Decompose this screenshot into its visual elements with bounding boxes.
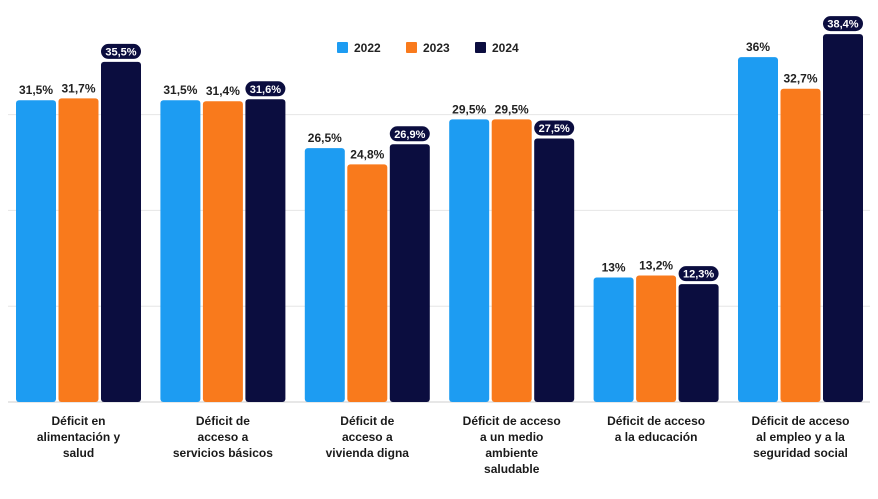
value-label: 38,4% bbox=[827, 19, 858, 31]
value-label: 13% bbox=[602, 260, 626, 274]
bar-2024 bbox=[678, 284, 719, 402]
legend-swatch-2023 bbox=[406, 42, 417, 53]
bar-2023 bbox=[780, 88, 821, 402]
category-label: Déficit en bbox=[51, 414, 105, 428]
value-label: 29,5% bbox=[452, 102, 486, 116]
category-label: al empleo y a la bbox=[756, 430, 845, 444]
legend-swatch-2024 bbox=[475, 42, 486, 53]
bar-2023 bbox=[491, 119, 532, 402]
bar-2022 bbox=[449, 119, 490, 402]
category-label: Déficit de acceso bbox=[751, 414, 849, 428]
value-badge bbox=[101, 43, 141, 59]
value-label: 26,9% bbox=[394, 129, 425, 141]
legend-label-2023: 2023 bbox=[423, 41, 450, 55]
legend-label-2024: 2024 bbox=[492, 41, 519, 55]
value-label: 31,6% bbox=[250, 84, 281, 96]
bar-2024 bbox=[823, 34, 863, 403]
value-label: 24,8% bbox=[350, 147, 384, 161]
bar-2022 bbox=[160, 100, 201, 402]
category-label: alimentación y bbox=[37, 430, 121, 444]
category-label: a un medio bbox=[480, 430, 543, 444]
bar-2024 bbox=[534, 138, 575, 403]
value-label: 12,3% bbox=[683, 269, 714, 281]
value-label: 31,5% bbox=[19, 83, 53, 97]
category-label: vivienda digna bbox=[326, 446, 410, 460]
value-label: 36% bbox=[746, 40, 770, 54]
value-badge bbox=[389, 126, 430, 142]
bar-2023 bbox=[58, 98, 99, 403]
category-label: a la educación bbox=[615, 430, 698, 444]
value-label: 26,5% bbox=[308, 131, 342, 145]
category-label: Déficit de acceso bbox=[607, 414, 705, 428]
bar-2023 bbox=[347, 164, 388, 402]
bar-2022 bbox=[16, 100, 56, 402]
value-label: 31,7% bbox=[61, 81, 95, 95]
category-label: ambiente bbox=[485, 446, 538, 460]
category-label: Déficit de acceso bbox=[463, 414, 561, 428]
value-label: 32,7% bbox=[783, 72, 817, 86]
value-label: 27,5% bbox=[539, 123, 570, 135]
value-badge bbox=[534, 120, 575, 136]
category-label: saludable bbox=[484, 462, 540, 476]
bar-2024 bbox=[389, 144, 430, 402]
category-label: Déficit de bbox=[196, 414, 250, 428]
legend-label-2022: 2022 bbox=[354, 41, 381, 55]
legend-swatch-2022 bbox=[337, 42, 348, 53]
value-label: 29,5% bbox=[495, 102, 529, 116]
bar-2024 bbox=[245, 99, 286, 402]
value-badge bbox=[245, 81, 286, 97]
value-badge bbox=[678, 266, 719, 282]
value-label: 13,2% bbox=[639, 259, 673, 273]
bar-2022 bbox=[593, 277, 634, 402]
value-label: 31,5% bbox=[163, 83, 197, 97]
bar-2022 bbox=[304, 148, 345, 402]
bar-2023 bbox=[202, 101, 243, 403]
bar-2024 bbox=[101, 61, 141, 402]
value-badge bbox=[823, 16, 863, 32]
bar-2023 bbox=[636, 275, 677, 402]
category-label: salud bbox=[63, 446, 94, 460]
category-label: servicios básicos bbox=[173, 446, 273, 460]
value-label: 31,4% bbox=[206, 84, 240, 98]
category-label: seguridad social bbox=[753, 446, 848, 460]
value-label: 35,5% bbox=[105, 46, 136, 58]
category-label: acceso a bbox=[198, 430, 249, 444]
category-label: acceso a bbox=[342, 430, 393, 444]
category-label: Déficit de bbox=[340, 414, 394, 428]
bar-2022 bbox=[738, 57, 778, 403]
